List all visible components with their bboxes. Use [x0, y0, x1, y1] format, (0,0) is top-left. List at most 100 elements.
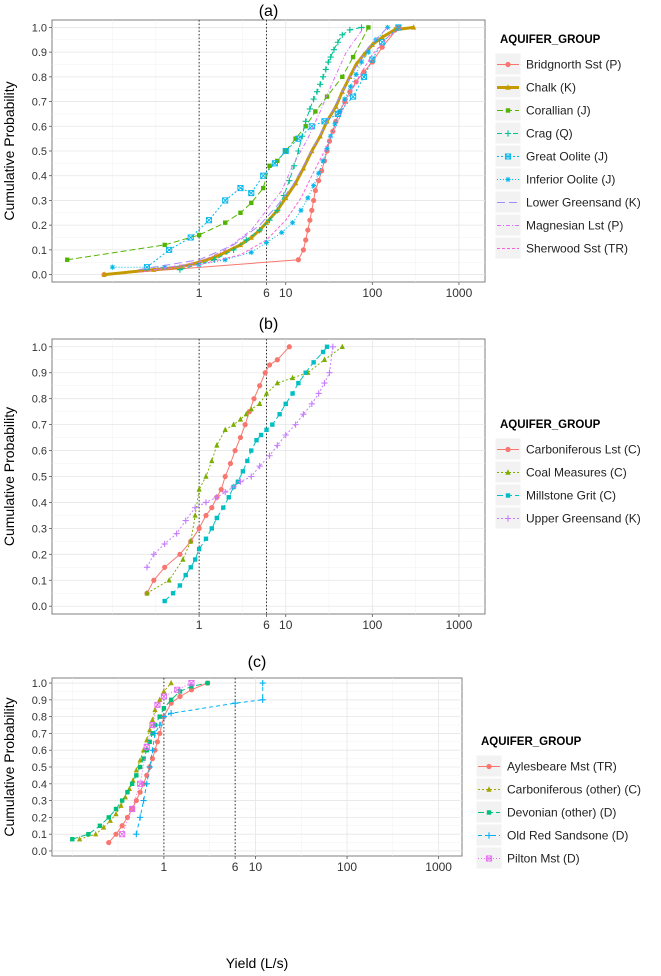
data-point: [326, 369, 333, 376]
data-point: [257, 383, 263, 389]
data-point: [65, 257, 70, 262]
data-point: [209, 526, 214, 531]
y-tick-label: 0.0: [32, 846, 47, 858]
data-point: [282, 431, 289, 439]
data-point: [292, 179, 299, 186]
data-point: [320, 158, 326, 164]
data-point: [350, 54, 356, 60]
data-point: [303, 124, 308, 129]
y-tick-label: 0.9: [32, 47, 47, 59]
data-point: [147, 726, 153, 733]
series-line: [153, 27, 365, 271]
y-tick-label: 1.0: [32, 22, 47, 34]
data-point: [182, 517, 189, 524]
data-point: [295, 135, 302, 142]
data-point: [144, 748, 149, 753]
data-point: [86, 831, 91, 837]
legend-key-marker: [505, 61, 511, 68]
data-point: [320, 349, 326, 355]
data-point: [180, 556, 186, 562]
legend: AQUIFER_GROUP Carboniferous Lst (C) Coal M…: [494, 419, 641, 530]
data-point: [230, 421, 237, 427]
data-point: [248, 234, 254, 240]
legend-key-marker: [486, 763, 492, 770]
series-lower-greensand-k: [138, 27, 388, 271]
data-point: [254, 437, 259, 443]
data-point: [137, 757, 143, 763]
data-point: [141, 756, 146, 761]
data-point: [358, 24, 365, 31]
data-point: [196, 486, 202, 492]
data-point: [137, 780, 144, 787]
data-point: [119, 823, 125, 829]
data-point: [151, 577, 157, 583]
y-axis-label: Cumulative Probability: [1, 697, 17, 836]
x-tick-label: 6: [232, 860, 239, 874]
data-point: [325, 58, 332, 66]
legend-key-marker: [505, 469, 511, 475]
data-point: [339, 31, 346, 38]
y-tick-label: 0.6: [32, 745, 47, 757]
x-tick-label: 100: [362, 618, 382, 632]
data-point: [347, 73, 353, 80]
data-point: [183, 572, 188, 578]
y-tick-label: 0.0: [32, 270, 47, 282]
series-upper-greensand-k: [143, 343, 336, 571]
data-point: [248, 189, 255, 197]
data-point: [313, 88, 321, 95]
data-point: [176, 266, 184, 273]
data-point: [358, 59, 365, 65]
data-point: [97, 823, 103, 828]
data-point: [270, 422, 275, 427]
legend-item-label: Carboniferous Lst (C): [526, 443, 641, 457]
data-point: [214, 515, 220, 521]
data-point: [152, 706, 158, 713]
series-line: [164, 346, 328, 602]
legend-key-marker: [505, 108, 511, 113]
data-point: [230, 246, 237, 253]
legend-key-marker: [486, 810, 492, 815]
data-point: [365, 49, 371, 55]
data-point: [151, 730, 159, 737]
legend-key: [494, 190, 522, 214]
data-point: [322, 66, 329, 73]
data-point: [213, 494, 220, 501]
x-tick-label: 1: [196, 286, 203, 300]
x-tick-label: 10: [279, 286, 293, 300]
data-point: [238, 210, 243, 215]
legend-item-label: Pilton Mst (D): [507, 852, 580, 866]
data-point: [283, 194, 289, 201]
data-point: [214, 442, 220, 448]
data-point: [222, 197, 229, 204]
data-point: [203, 512, 209, 519]
data-point: [101, 824, 107, 830]
x-axis-label: Yield (L/s): [226, 955, 289, 971]
data-point: [266, 217, 273, 224]
data-point: [379, 34, 385, 40]
data-point: [391, 26, 398, 33]
data-point: [298, 207, 304, 213]
data-point: [133, 767, 139, 773]
data-point: [154, 739, 161, 745]
data-point: [196, 232, 202, 238]
y-tick-label: 0.0: [32, 601, 47, 613]
legend-key-marker: [485, 832, 493, 839]
data-point: [308, 400, 315, 407]
data-point: [119, 798, 125, 803]
y-tick-label: 1.0: [32, 678, 47, 690]
chart-title: (c): [248, 654, 267, 671]
y-tick-label: 0.2: [32, 812, 47, 824]
data-point: [289, 220, 296, 226]
data-point: [161, 540, 168, 548]
data-point: [168, 710, 175, 717]
data-point: [237, 416, 244, 422]
data-point: [258, 432, 264, 438]
data-point: [188, 565, 193, 570]
legend: AQUIFER_GROUP Bridgnorth Sst (P) Chalk (K)…: [494, 34, 641, 260]
data-point: [222, 473, 228, 480]
data-point: [137, 814, 144, 821]
data-point: [93, 830, 99, 837]
data-point: [245, 458, 250, 464]
series-coal-measures-c: [144, 343, 345, 596]
data-point: [311, 197, 317, 204]
